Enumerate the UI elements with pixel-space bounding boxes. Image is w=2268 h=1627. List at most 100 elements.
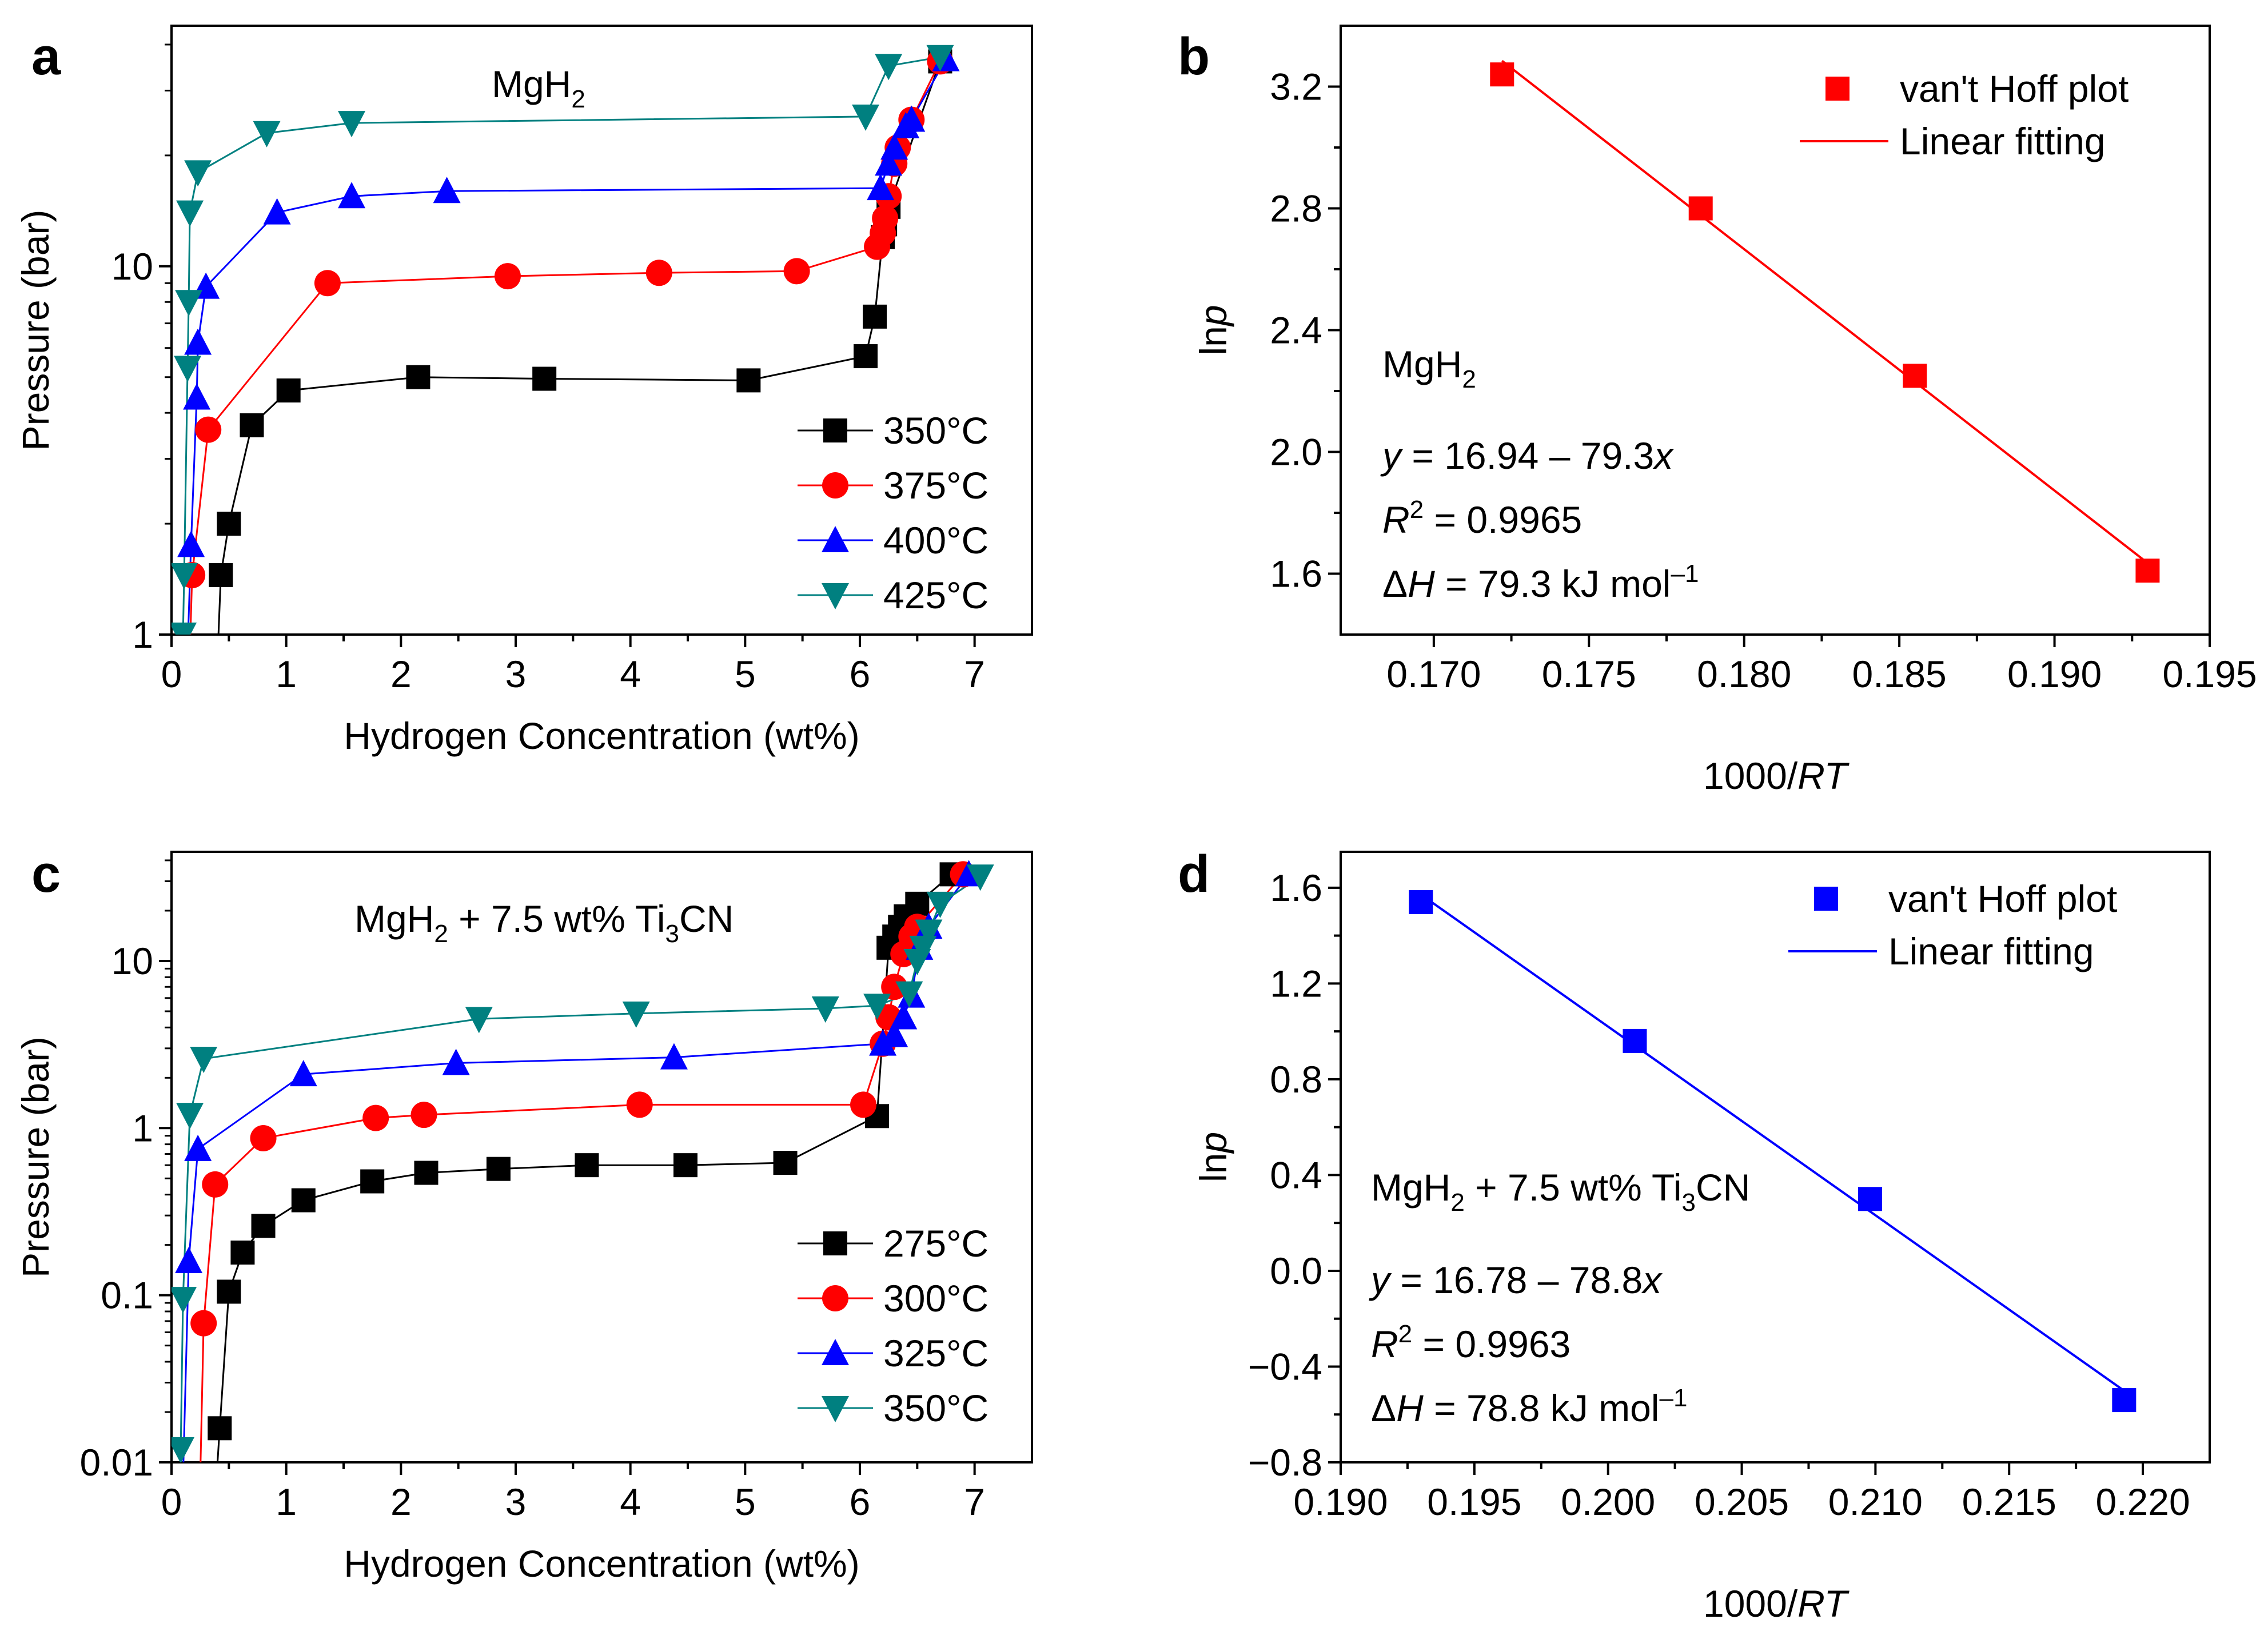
series-3-point bbox=[176, 1103, 204, 1130]
x-tick-label: 4 bbox=[620, 653, 641, 695]
series-1-point bbox=[410, 1102, 437, 1128]
series-2-point bbox=[898, 105, 926, 132]
x-axis-title-italic: RT bbox=[1797, 1582, 1850, 1625]
x-tick-label: 0.215 bbox=[1962, 1481, 2056, 1523]
annotation-end: CN bbox=[1696, 1166, 1750, 1209]
series-0-point bbox=[240, 413, 264, 437]
series-2-point bbox=[875, 149, 903, 176]
series-0-point bbox=[532, 366, 557, 391]
y-tick-label: 10 bbox=[111, 940, 153, 982]
series-0-point bbox=[230, 1241, 255, 1265]
series-0-point bbox=[863, 304, 887, 329]
r-superscript: 2 bbox=[1410, 496, 1424, 524]
x-tick-label: 6 bbox=[850, 653, 871, 695]
legend-label: 350°C bbox=[883, 409, 988, 452]
x-tick-label: 0.185 bbox=[1852, 653, 1947, 695]
y-tick-label: 3.2 bbox=[1270, 66, 1322, 108]
series-3-point bbox=[176, 200, 204, 227]
series-1-point bbox=[314, 270, 341, 297]
legend-label: 425°C bbox=[883, 574, 988, 616]
series-2-point bbox=[433, 177, 461, 204]
x-tick-label: 0.200 bbox=[1561, 1481, 1655, 1523]
series-0-point bbox=[905, 891, 930, 916]
sample-annotation: MgH2 bbox=[492, 63, 585, 113]
plot-area bbox=[172, 860, 994, 1492]
legend-label: 300°C bbox=[883, 1277, 988, 1319]
legend-marker bbox=[822, 526, 849, 552]
annotation-main: MgH bbox=[1382, 343, 1462, 385]
x-axis-title-italic: RT bbox=[1797, 755, 1850, 797]
series-1-point bbox=[645, 260, 672, 286]
series-2-point bbox=[177, 531, 205, 557]
series-0-point bbox=[773, 1151, 798, 1175]
series-1-point bbox=[362, 1104, 389, 1131]
series-2-point bbox=[289, 1060, 317, 1087]
series-0-point bbox=[1409, 890, 1433, 914]
r-squared: R2 = 0.9965 bbox=[1382, 496, 1582, 541]
plot-frame bbox=[170, 25, 1033, 636]
series-2-point bbox=[442, 1048, 470, 1075]
y-tick-label: 0.8 bbox=[1270, 1058, 1322, 1100]
annotation-end: CN bbox=[679, 898, 734, 940]
series-0-point bbox=[1858, 1187, 1883, 1211]
series-3-point bbox=[172, 563, 198, 590]
series-3-point bbox=[895, 981, 923, 1008]
fit-equation: y = 16.78 – 78.8x bbox=[1369, 1259, 1663, 1301]
legend-marker bbox=[822, 472, 848, 499]
x-tick-label: 0.205 bbox=[1695, 1481, 1789, 1523]
x-tick-label: 1 bbox=[276, 1481, 297, 1523]
series-0-point bbox=[2112, 1388, 2137, 1413]
series-0-point bbox=[1688, 196, 1713, 221]
annotation-main: MgH bbox=[354, 898, 434, 940]
panel-label: c bbox=[31, 845, 61, 903]
y-tick-label: 0.0 bbox=[1270, 1250, 1322, 1292]
legend-label: 325°C bbox=[883, 1332, 988, 1374]
r-value: = 0.9965 bbox=[1424, 499, 1582, 541]
legend-marker bbox=[822, 1396, 849, 1422]
enthalpy: ΔH = 79.3 kJ mol–1 bbox=[1382, 560, 1699, 605]
y-tick-label: 1.6 bbox=[1270, 553, 1322, 595]
series-0-point bbox=[575, 1153, 599, 1178]
x-tick-label: 3 bbox=[505, 1481, 527, 1523]
panel-label: b bbox=[1178, 27, 1210, 86]
equation-y: y bbox=[1380, 434, 1404, 477]
plot-frame bbox=[170, 851, 1033, 1463]
series-1-point bbox=[872, 205, 899, 232]
x-tick-label: 2 bbox=[390, 1481, 412, 1523]
y-tick-label: 1.2 bbox=[1270, 962, 1322, 1004]
series-1-point bbox=[187, 1465, 213, 1492]
y-axis-title: Pressure (bar) bbox=[14, 210, 57, 451]
legend-label: Linear fitting bbox=[1900, 120, 2106, 162]
legend-marker bbox=[822, 583, 849, 609]
equation-x: x bbox=[1641, 1259, 1663, 1301]
series-3-point bbox=[966, 864, 994, 891]
plot-frame bbox=[1340, 25, 2211, 636]
series-line-1 bbox=[189, 61, 941, 635]
series-0-point bbox=[1623, 1028, 1647, 1053]
x-tick-label: 5 bbox=[735, 653, 756, 695]
x-tick-label: 0.175 bbox=[1542, 653, 1636, 695]
series-3-point bbox=[338, 111, 366, 138]
series-0-point bbox=[209, 563, 233, 588]
series-0-point bbox=[217, 512, 241, 536]
equation-body: = 16.78 – 78.8 bbox=[1390, 1259, 1643, 1301]
series-0-point bbox=[1903, 364, 1927, 388]
series-2-point bbox=[867, 174, 895, 201]
x-tick-label: 4 bbox=[620, 1481, 641, 1523]
series-0-point bbox=[406, 365, 431, 389]
series-0-point bbox=[291, 1188, 316, 1213]
y-axis-title-main: ln bbox=[1192, 326, 1234, 355]
annotation-sub2: 3 bbox=[1682, 1189, 1696, 1217]
x-axis-title: Hydrogen Concentration (wt%) bbox=[344, 1542, 859, 1585]
series-0-point bbox=[217, 1279, 241, 1304]
annotation-main: MgH bbox=[492, 63, 571, 105]
legend-label: 375°C bbox=[883, 464, 988, 507]
annotation-sub2: 3 bbox=[665, 920, 679, 948]
series-0-point bbox=[205, 648, 229, 672]
series-2-point bbox=[890, 1003, 918, 1030]
series-1-point bbox=[195, 416, 222, 443]
series-line-2 bbox=[187, 58, 947, 635]
series-2-point bbox=[263, 198, 291, 225]
r-value: = 0.9963 bbox=[1412, 1323, 1571, 1365]
